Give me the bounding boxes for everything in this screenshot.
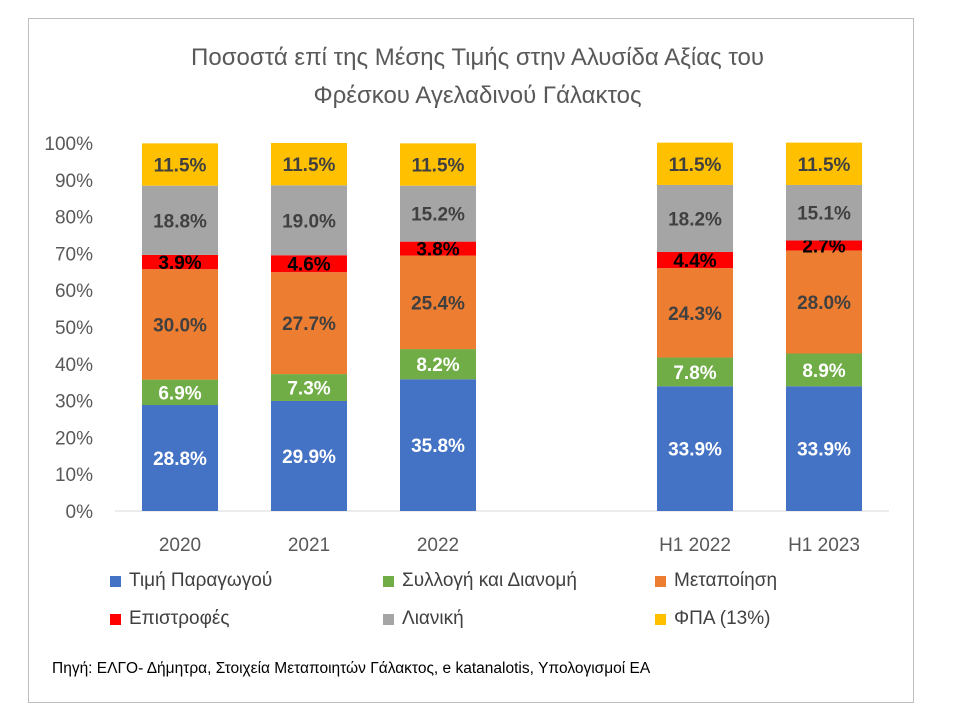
legend-label: Λιανική: [402, 608, 464, 629]
source-note: Πηγή: ΕΛΓΟ- Δήμητρα, Στοιχεία Μεταποιητώ…: [52, 660, 651, 677]
bar-segment: [657, 184, 733, 252]
data-label: 11.5%: [283, 155, 336, 176]
bar-segment: [657, 251, 733, 269]
data-label: 8.2%: [416, 355, 459, 376]
y-tick-label: 20%: [55, 428, 93, 449]
data-label: 33.9%: [797, 440, 851, 461]
bar-segment: [142, 379, 218, 406]
data-label: 15.2%: [411, 205, 465, 226]
bar-segment: [657, 386, 733, 511]
bar-segment: [657, 142, 733, 185]
data-label: 24.3%: [668, 304, 722, 325]
bar-segment: [786, 386, 862, 511]
legend-item-retail: Λιανική: [383, 608, 464, 630]
data-label: 3.9%: [158, 253, 201, 274]
bar-segment: [271, 272, 347, 375]
data-label: 11.5%: [669, 155, 722, 176]
legend-label: Μεταποίηση: [674, 570, 778, 591]
data-label: 27.7%: [282, 314, 336, 335]
data-label: 8.9%: [802, 361, 845, 382]
bar-segment: [142, 185, 218, 255]
legend-swatch: [383, 575, 394, 587]
bar-segment: [786, 184, 862, 241]
y-tick-label: 60%: [55, 281, 93, 302]
bar-segment: [400, 185, 476, 242]
data-label: 33.9%: [668, 440, 722, 461]
y-tick-label: 0%: [66, 502, 94, 523]
bar-segment: [786, 142, 862, 185]
data-label: 15.1%: [797, 204, 851, 225]
bar-segment: [271, 400, 347, 511]
x-tick-label: 2020: [159, 535, 201, 556]
legend-item-collection-distribution: Συλλογή και Διανομή: [383, 570, 577, 592]
x-tick-label: 2022: [417, 535, 459, 556]
data-label: 11.5%: [412, 156, 465, 177]
y-tick-label: 40%: [55, 355, 93, 376]
bar-segment: [657, 357, 733, 387]
y-tick-label: 90%: [55, 171, 93, 192]
x-tick-label: H1 2022: [659, 535, 731, 556]
data-label: 11.5%: [154, 156, 207, 177]
data-label: 19.0%: [282, 211, 336, 232]
bar-segment: [786, 240, 862, 251]
data-label: 18.8%: [153, 211, 207, 232]
data-label: 28.0%: [797, 293, 851, 314]
bar-segment: [400, 255, 476, 350]
legend-item-producer-price: Τιμή Παραγωγού: [110, 570, 272, 592]
bar-segment: [786, 250, 862, 354]
data-label: 2.7%: [802, 236, 845, 257]
legend-label: ΦΠΑ (13%): [674, 608, 771, 629]
y-tick-label: 50%: [55, 318, 93, 339]
legend-label: Τιμή Παραγωγού: [129, 570, 273, 591]
data-label: 18.2%: [668, 209, 722, 230]
data-label: 35.8%: [411, 436, 465, 457]
y-tick-label: 10%: [55, 465, 93, 486]
y-tick-label: 70%: [55, 244, 93, 265]
chart-title-line-2: Φρέσκου Αγελαδινού Γάλακτος: [313, 82, 642, 109]
data-label: 28.8%: [153, 449, 207, 470]
data-label: 4.4%: [673, 251, 716, 272]
legend-item-returns: Επιστροφές: [110, 608, 230, 630]
legend-label: Συλλογή και Διανομή: [402, 570, 577, 591]
bar-segment: [657, 268, 733, 358]
bar-segment: [142, 254, 218, 270]
bar-segment: [142, 269, 218, 380]
data-label: 6.9%: [158, 383, 201, 404]
y-tick-label: 100%: [44, 134, 93, 155]
data-label: 3.8%: [416, 240, 459, 261]
y-tick-label: 30%: [55, 392, 93, 413]
chart-title-line-1: Ποσοστά επί της Μέσης Τιμής στην Αλυσίδα…: [191, 44, 764, 71]
legend-label: Επιστροφές: [129, 608, 230, 629]
bar-segment: [400, 241, 476, 256]
data-label: 29.9%: [282, 447, 336, 468]
data-label: 7.3%: [287, 379, 330, 400]
bar-segment: [400, 349, 476, 380]
legend-swatch: [110, 575, 121, 587]
bar-segment: [271, 255, 347, 273]
bar-segment: [142, 143, 218, 186]
legend-item-processing: Μεταποίηση: [655, 570, 777, 592]
data-label: 7.8%: [673, 363, 716, 384]
data-label: 25.4%: [411, 293, 465, 314]
legend-swatch: [110, 613, 121, 625]
x-tick-label: 2021: [288, 535, 330, 556]
bar-segment: [271, 374, 347, 401]
legend-swatch: [655, 613, 666, 625]
legend-swatch: [383, 613, 394, 625]
bar-segment: [786, 353, 862, 387]
bar-segment: [400, 143, 476, 186]
legend-swatch: [655, 575, 666, 587]
bar-segment: [271, 185, 347, 256]
data-label: 11.5%: [798, 155, 851, 176]
bar-segment: [142, 405, 218, 511]
data-label: 30.0%: [153, 315, 207, 336]
data-label: 4.6%: [287, 255, 330, 276]
y-tick-label: 80%: [55, 208, 93, 229]
x-tick-label: H1 2023: [788, 535, 860, 556]
bar-segment: [271, 143, 347, 186]
legend-item-vat: ΦΠΑ (13%): [655, 608, 770, 630]
bar-segment: [400, 379, 476, 511]
